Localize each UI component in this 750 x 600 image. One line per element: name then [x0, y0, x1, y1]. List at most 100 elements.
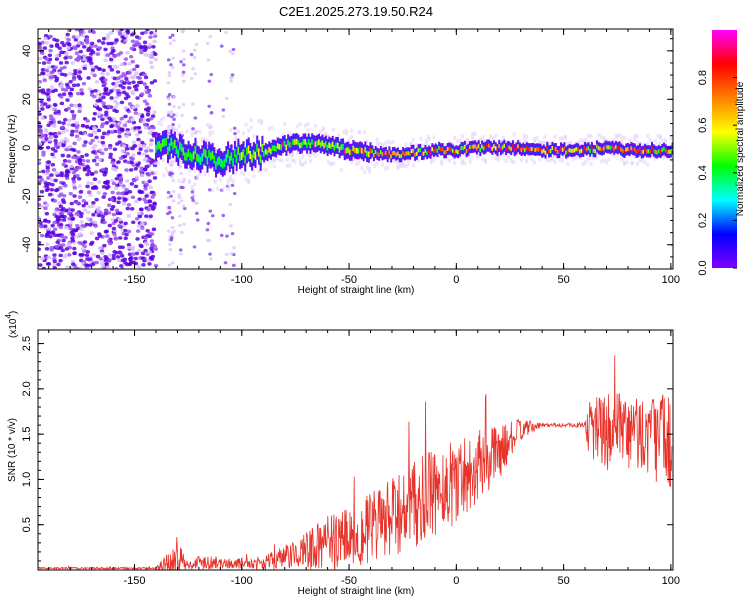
- heatmap-noise-cell: [105, 36, 110, 40]
- heatmap-noise-cell: [58, 258, 63, 263]
- heatmap-noise-cell: [46, 262, 52, 266]
- heatmap-ridge-cell: [635, 149, 638, 154]
- heatmap-noise-cell: [205, 238, 210, 243]
- heatmap-ridge-cell: [431, 147, 434, 152]
- heatmap-noise-cell: [52, 198, 58, 203]
- heatmap-noise-cell: [88, 141, 93, 145]
- heatmap-halo-cell: [167, 130, 171, 135]
- heatmap-halo-cell: [532, 137, 536, 142]
- heatmap-noise-cell: [66, 154, 71, 158]
- heatmap-ridge-cell: [170, 137, 173, 146]
- heatmap-noise-cell: [64, 225, 69, 230]
- heatmap-halo-cell: [422, 143, 426, 148]
- heatmap-noise-cell: [99, 124, 105, 129]
- heatmap-ridge-cell: [309, 142, 312, 149]
- heatmap-noise-cell: [134, 217, 140, 221]
- heatmap-noise-cell: [119, 264, 124, 268]
- heatmap-noise-cell: [116, 160, 121, 164]
- heatmap-halo-cell: [381, 142, 385, 147]
- heatmap-halo-cell: [154, 161, 158, 166]
- heatmap-noise-cell: [131, 105, 136, 110]
- heatmap-halo-cell: [216, 186, 220, 191]
- heatmap-noise-cell: [181, 70, 186, 74]
- heatmap-noise-cell: [48, 131, 53, 136]
- heatmap-noise-cell: [84, 153, 89, 157]
- heatmap-ridge-cell: [499, 147, 502, 152]
- heatmap-noise-cell: [101, 195, 106, 199]
- heatmap-halo-cell: [262, 167, 266, 172]
- heatmap-halo-cell: [566, 141, 570, 146]
- heatmap-ridge-cell: [324, 141, 327, 148]
- heatmap-noise-cell: [49, 44, 54, 48]
- heatmap-halo-cell: [553, 160, 557, 165]
- heatmap-noise-cell: [52, 253, 57, 257]
- heatmap-halo-cell: [641, 142, 645, 147]
- heatmap-noise-cell: [195, 218, 200, 222]
- heatmap-noise-cell: [38, 203, 42, 207]
- heatmap-ridge-cell: [179, 141, 182, 150]
- spectrogram-y-tick-label: 40: [21, 45, 33, 57]
- heatmap-halo-cell: [301, 154, 305, 159]
- heatmap-halo-cell: [265, 167, 269, 172]
- heatmap-noise-cell: [73, 46, 78, 51]
- heatmap-noise-cell: [172, 95, 176, 100]
- heatmap-noise-cell: [207, 79, 212, 83]
- heatmap-ridge-cell: [175, 145, 178, 154]
- heatmap-noise-cell: [104, 121, 109, 125]
- heatmap-noise-cell: [117, 130, 122, 135]
- heatmap-noise-cell: [46, 123, 51, 128]
- heatmap-noise-cell: [59, 208, 64, 212]
- heatmap-noise-cell: [143, 236, 149, 240]
- heatmap-noise-cell: [60, 198, 66, 202]
- heatmap-noise-cell: [176, 201, 181, 205]
- heatmap-ridge-cell: [590, 145, 593, 150]
- heatmap-halo-cell: [638, 141, 642, 146]
- heatmap-halo-cell: [659, 134, 663, 139]
- heatmap-noise-cell: [63, 56, 68, 60]
- heatmap-noise-cell: [68, 55, 73, 60]
- heatmap-noise-cell: [230, 232, 235, 236]
- heatmap-ridge-cell: [548, 149, 551, 154]
- heatmap-noise-cell: [96, 180, 102, 184]
- heatmap-noise-cell: [40, 51, 45, 56]
- heatmap-noise-cell: [60, 243, 66, 247]
- heatmap-noise-cell: [113, 219, 119, 223]
- heatmap-noise-cell: [65, 82, 70, 87]
- heatmap-noise-cell: [54, 171, 59, 175]
- heatmap-halo-cell: [177, 178, 181, 183]
- heatmap-halo-cell: [429, 158, 433, 163]
- heatmap-noise-cell: [71, 262, 76, 266]
- heatmap-halo-cell: [195, 140, 199, 145]
- heatmap-ridge-cell: [232, 158, 235, 167]
- heatmap-noise-cell: [92, 130, 98, 135]
- heatmap-halo-cell: [378, 141, 382, 146]
- snr-ylabel: SNR (10 * v/v): [7, 418, 18, 482]
- heatmap-halo-cell: [363, 130, 367, 135]
- heatmap-noise-cell: [115, 80, 120, 85]
- heatmap-noise-cell: [46, 219, 51, 224]
- heatmap-noise-cell: [53, 149, 58, 153]
- heatmap-halo-cell: [586, 133, 590, 138]
- heatmap-ridge-cell: [532, 147, 535, 152]
- heatmap-ridge-cell: [336, 142, 339, 149]
- heatmap-noise-cell: [116, 200, 121, 205]
- heatmap-noise-cell: [94, 135, 99, 140]
- heatmap-halo-cell: [198, 172, 202, 177]
- heatmap-ridge-cell: [484, 145, 487, 150]
- heatmap-halo-cell: [476, 154, 480, 159]
- heatmap-noise-cell: [207, 104, 212, 108]
- heatmap-halo-cell: [234, 136, 238, 141]
- snr-x-tick-label: -100: [231, 575, 253, 587]
- heatmap-ridge-cell: [496, 148, 499, 153]
- heatmap-halo-cell: [509, 140, 513, 145]
- heatmap-noise-cell: [134, 35, 140, 39]
- heatmap-noise-cell: [46, 88, 51, 92]
- heatmap-noise-cell: [151, 192, 157, 197]
- heatmap-noise-cell: [42, 46, 48, 50]
- heatmap-ridge-cell: [252, 150, 255, 159]
- heatmap-ridge-cell: [372, 153, 375, 158]
- heatmap-noise-cell: [91, 30, 96, 35]
- heatmap-halo-cell: [337, 133, 341, 138]
- heatmap-ridge-cell: [506, 144, 509, 149]
- heatmap-halo-cell: [270, 159, 274, 164]
